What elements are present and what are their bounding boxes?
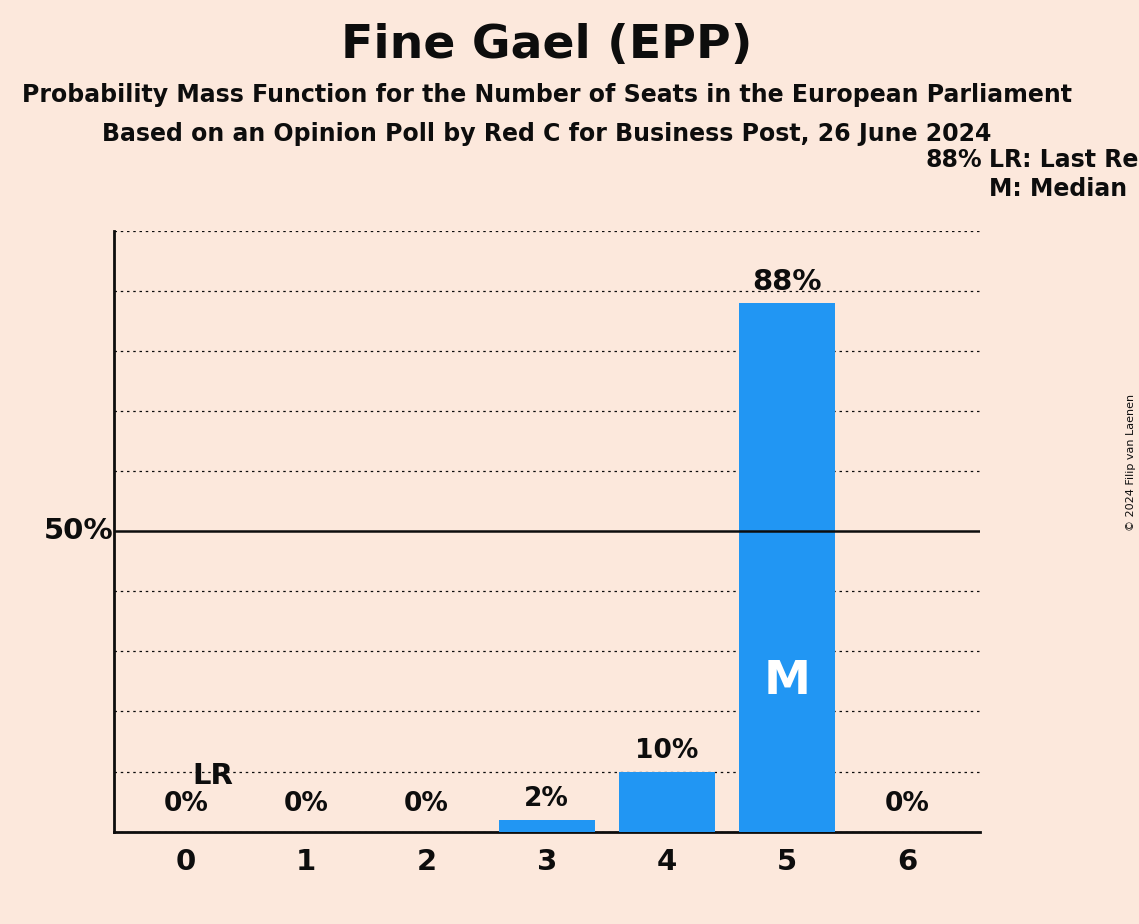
Text: 50%: 50% xyxy=(44,517,114,545)
Text: 0%: 0% xyxy=(885,791,929,817)
Bar xyxy=(618,772,715,832)
Bar xyxy=(739,303,835,832)
Text: Fine Gael (EPP): Fine Gael (EPP) xyxy=(341,23,753,68)
Text: Probability Mass Function for the Number of Seats in the European Parliament: Probability Mass Function for the Number… xyxy=(22,83,1072,107)
Bar xyxy=(499,820,595,832)
Text: LR: Last Result: LR: Last Result xyxy=(989,148,1139,172)
Text: Based on an Opinion Poll by Red C for Business Post, 26 June 2024: Based on an Opinion Poll by Red C for Bu… xyxy=(103,122,991,146)
Text: 10%: 10% xyxy=(636,738,698,764)
Text: LR: LR xyxy=(192,761,232,789)
Text: M: Median: M: Median xyxy=(989,177,1126,201)
Text: 2%: 2% xyxy=(524,786,570,812)
Text: © 2024 Filip van Laenen: © 2024 Filip van Laenen xyxy=(1126,394,1136,530)
Text: 0%: 0% xyxy=(284,791,329,817)
Text: 0%: 0% xyxy=(404,791,449,817)
Text: M: M xyxy=(763,659,811,704)
Text: 0%: 0% xyxy=(164,791,208,817)
Text: 88%: 88% xyxy=(925,148,982,172)
Text: 88%: 88% xyxy=(753,268,822,296)
